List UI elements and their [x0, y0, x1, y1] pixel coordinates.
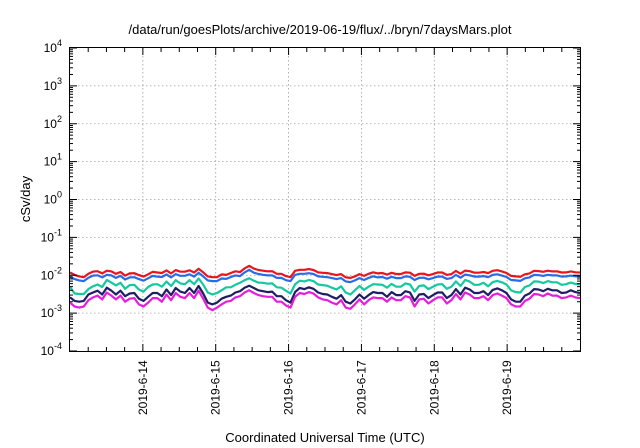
- series-group: [69, 264, 581, 312]
- x-tick-label: 2019-6-15: [209, 360, 223, 415]
- x-tick-label: 2019-6-18: [427, 360, 441, 415]
- series-line: [69, 268, 581, 284]
- y-tick-label: 10-1: [41, 227, 62, 244]
- series-line: [69, 277, 581, 296]
- x-tick-label: 2019-6-16: [282, 360, 296, 415]
- y-tick-label: 10-4: [41, 341, 62, 358]
- x-tick-label: 2019-6-17: [354, 360, 368, 415]
- axis-ticks: [70, 47, 580, 352]
- series-line: [69, 264, 581, 279]
- series-line: [69, 284, 581, 306]
- y-tick-label: 100: [44, 190, 62, 207]
- grid: [70, 48, 580, 351]
- series-line: [69, 289, 581, 312]
- x-tick-label: 2019-6-14: [136, 360, 150, 415]
- chart-title: /data/run/goesPlots/archive/2019-06-19/f…: [129, 22, 512, 37]
- y-tick-label: 104: [44, 38, 62, 55]
- x-tick-label: 2019-6-19: [500, 360, 514, 415]
- y-tick-label: 10-2: [41, 265, 62, 282]
- y-tick-label: 101: [44, 152, 62, 169]
- y-tick-label: 102: [44, 114, 62, 131]
- y-tick-label: 103: [44, 76, 62, 93]
- y-tick-label: 10-3: [41, 303, 62, 320]
- x-tick-labels: 2019-6-14 2019-6-15 2019-6-16 2019-6-17 2019…: [136, 360, 514, 415]
- y-tick-labels: 10-4 10-3 10-2 10-1 100 101 102 103 104: [41, 38, 62, 358]
- plot-frame: [69, 47, 581, 352]
- y-axis-label: cSv/day: [18, 175, 33, 222]
- x-axis-label: Coordinated Universal Time (UTC): [225, 430, 424, 445]
